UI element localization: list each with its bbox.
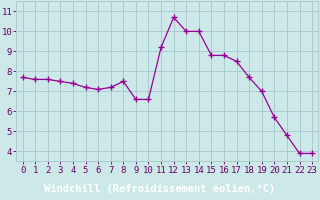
Text: Windchill (Refroidissement éolien,°C): Windchill (Refroidissement éolien,°C) (44, 183, 276, 194)
